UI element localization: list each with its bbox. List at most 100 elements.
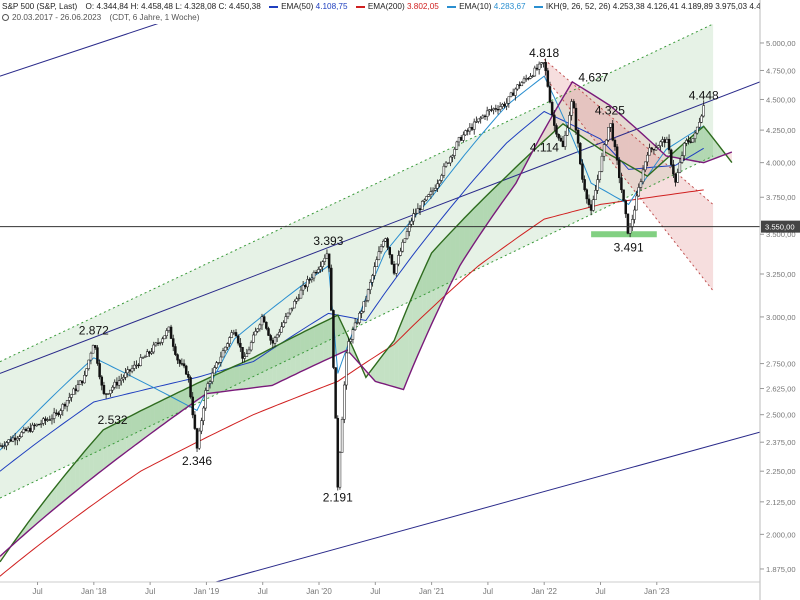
- candle-body: [494, 108, 498, 110]
- candle-body: [39, 423, 43, 425]
- candle-body: [403, 238, 407, 243]
- ichimoku-cloud-segment: [342, 325, 348, 353]
- candle-body: [659, 141, 662, 147]
- ichimoku-cloud-segment: [619, 113, 624, 163]
- candle-body: [206, 383, 210, 391]
- candle-body: [282, 322, 285, 328]
- ichimoku-cloud-segment: [93, 435, 99, 477]
- candle-body: [271, 340, 275, 344]
- candle-body: [310, 277, 314, 280]
- annotation-label: 2.532: [98, 413, 128, 427]
- candle-body: [94, 345, 97, 348]
- ichimoku-cloud-segment: [337, 315, 343, 355]
- candle-body: [648, 147, 651, 156]
- candle-body: [197, 430, 201, 449]
- y-tick-label: 1.875,00: [766, 565, 796, 574]
- candle-body: [633, 209, 636, 220]
- ichimoku-cloud-segment: [380, 352, 385, 385]
- candle-body: [455, 141, 459, 150]
- candle-body: [345, 352, 348, 386]
- candle-body: [33, 424, 36, 427]
- candle-body: [470, 127, 474, 130]
- x-tick-label: Jan '18: [81, 587, 107, 596]
- ichimoku-cloud-segment: [717, 144, 723, 158]
- candle-body: [366, 289, 370, 301]
- candle-body: [663, 139, 666, 143]
- candle-body: [85, 368, 88, 376]
- candle-body: [5, 442, 8, 447]
- candle-body: [596, 179, 599, 191]
- candle-body: [280, 326, 283, 333]
- ichimoku-cloud-segment: [586, 90, 592, 143]
- candle-body: [249, 342, 253, 351]
- candle-body: [232, 332, 236, 334]
- candle-body: [70, 394, 73, 398]
- candle-body: [169, 326, 173, 339]
- candle-body: [208, 381, 212, 384]
- y-tick-label: 3.250,00: [766, 270, 796, 279]
- x-tick-label: Jul: [483, 587, 493, 596]
- candle-body: [299, 289, 303, 299]
- candle-body: [143, 356, 147, 358]
- candle-body: [698, 122, 701, 128]
- candle-body: [174, 346, 177, 355]
- candle-body: [83, 375, 86, 384]
- ichimoku-cloud-segment: [131, 413, 136, 448]
- ichimoku-cloud-segment: [426, 253, 432, 335]
- candle-body: [438, 180, 441, 185]
- candle-body: [128, 369, 132, 372]
- candle-body: [314, 272, 318, 274]
- candle-body: [55, 412, 58, 414]
- candle-body: [594, 190, 597, 200]
- candle-body: [524, 78, 528, 80]
- ichimoku-cloud-segment: [656, 147, 662, 168]
- candle-body: [141, 357, 145, 359]
- ichimoku-cloud-segment: [168, 394, 174, 421]
- candle-body: [301, 285, 305, 291]
- candle-body: [691, 138, 695, 143]
- x-tick-label: Jul: [595, 587, 605, 596]
- candle-body: [531, 75, 534, 78]
- series-senkou-span-a: [0, 123, 733, 563]
- ichimoku-cloud-segment: [267, 348, 273, 387]
- candle-body: [574, 107, 578, 131]
- candle-body: [375, 259, 379, 267]
- candle-body: [472, 121, 476, 130]
- candle-body: [613, 139, 617, 148]
- candle-body: [42, 418, 45, 424]
- candle-body: [518, 84, 521, 87]
- ichimoku-cloud-segment: [300, 331, 305, 372]
- ichimoku-cloud-segment: [89, 440, 94, 481]
- candle-body: [182, 363, 186, 367]
- ichimoku-cloud-segment: [248, 357, 254, 389]
- ichimoku-cloud-segment: [314, 324, 319, 366]
- candle-body: [262, 316, 266, 323]
- candle-body: [191, 396, 194, 416]
- candle-body: [654, 147, 658, 151]
- candle-body: [338, 452, 342, 488]
- ichimoku-cloud-segment: [516, 162, 521, 184]
- candle-body: [631, 219, 634, 228]
- ichimoku-cloud-segment: [675, 146, 681, 159]
- x-tick-label: Jan '19: [194, 587, 220, 596]
- ichimoku-cloud-segment: [384, 346, 390, 386]
- candle-body: [50, 418, 54, 421]
- ichimoku-cloud-segment: [563, 89, 568, 127]
- last-price-label: 3.550,00: [765, 223, 795, 232]
- candle-body: [401, 241, 404, 252]
- candle-body: [217, 362, 220, 364]
- ichimoku-cloud-segment: [445, 232, 451, 295]
- long-trendline-lower-line: [215, 431, 760, 582]
- candle-body: [676, 172, 679, 183]
- candle-body: [293, 301, 296, 309]
- annotation-label: 3.491: [614, 241, 644, 255]
- ichimoku-cloud-segment: [398, 317, 404, 390]
- ichimoku-cloud-segment: [164, 397, 169, 424]
- channel-upper-line: [0, 24, 714, 363]
- candle-body: [611, 123, 615, 141]
- candle-body: [646, 154, 649, 163]
- candle-body: [200, 420, 203, 432]
- ema200-swatch: [355, 5, 365, 8]
- candle-body: [46, 419, 49, 421]
